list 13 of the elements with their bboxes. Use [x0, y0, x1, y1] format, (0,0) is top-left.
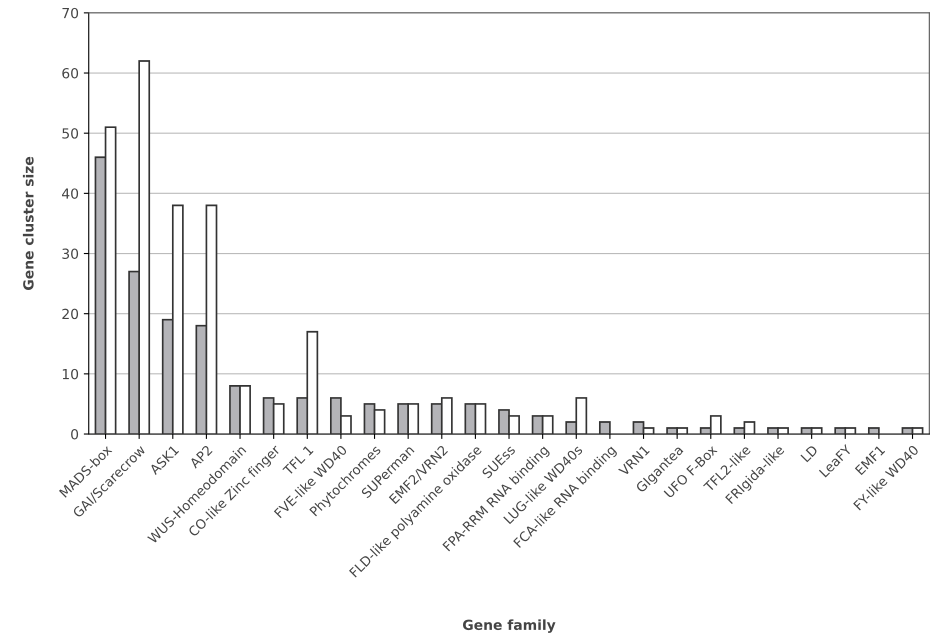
- y-tick-label: 50: [62, 128, 78, 139]
- bar: [868, 427, 880, 434]
- bar: [598, 421, 611, 434]
- x-axis-title: Gene family: [463, 619, 556, 633]
- y-tick-label: 0: [71, 428, 78, 440]
- y-axis-title: Gene cluster size: [22, 156, 34, 290]
- y-tick-label: 20: [62, 308, 78, 320]
- y-tick-label: 60: [62, 68, 78, 78]
- y-tick-label: 30: [62, 248, 78, 259]
- y-tick-label: 70: [62, 8, 78, 18]
- y-tick-label: 40: [62, 188, 78, 199]
- x-tick-label: LD: [800, 444, 818, 462]
- y-tick-label: 10: [62, 368, 78, 380]
